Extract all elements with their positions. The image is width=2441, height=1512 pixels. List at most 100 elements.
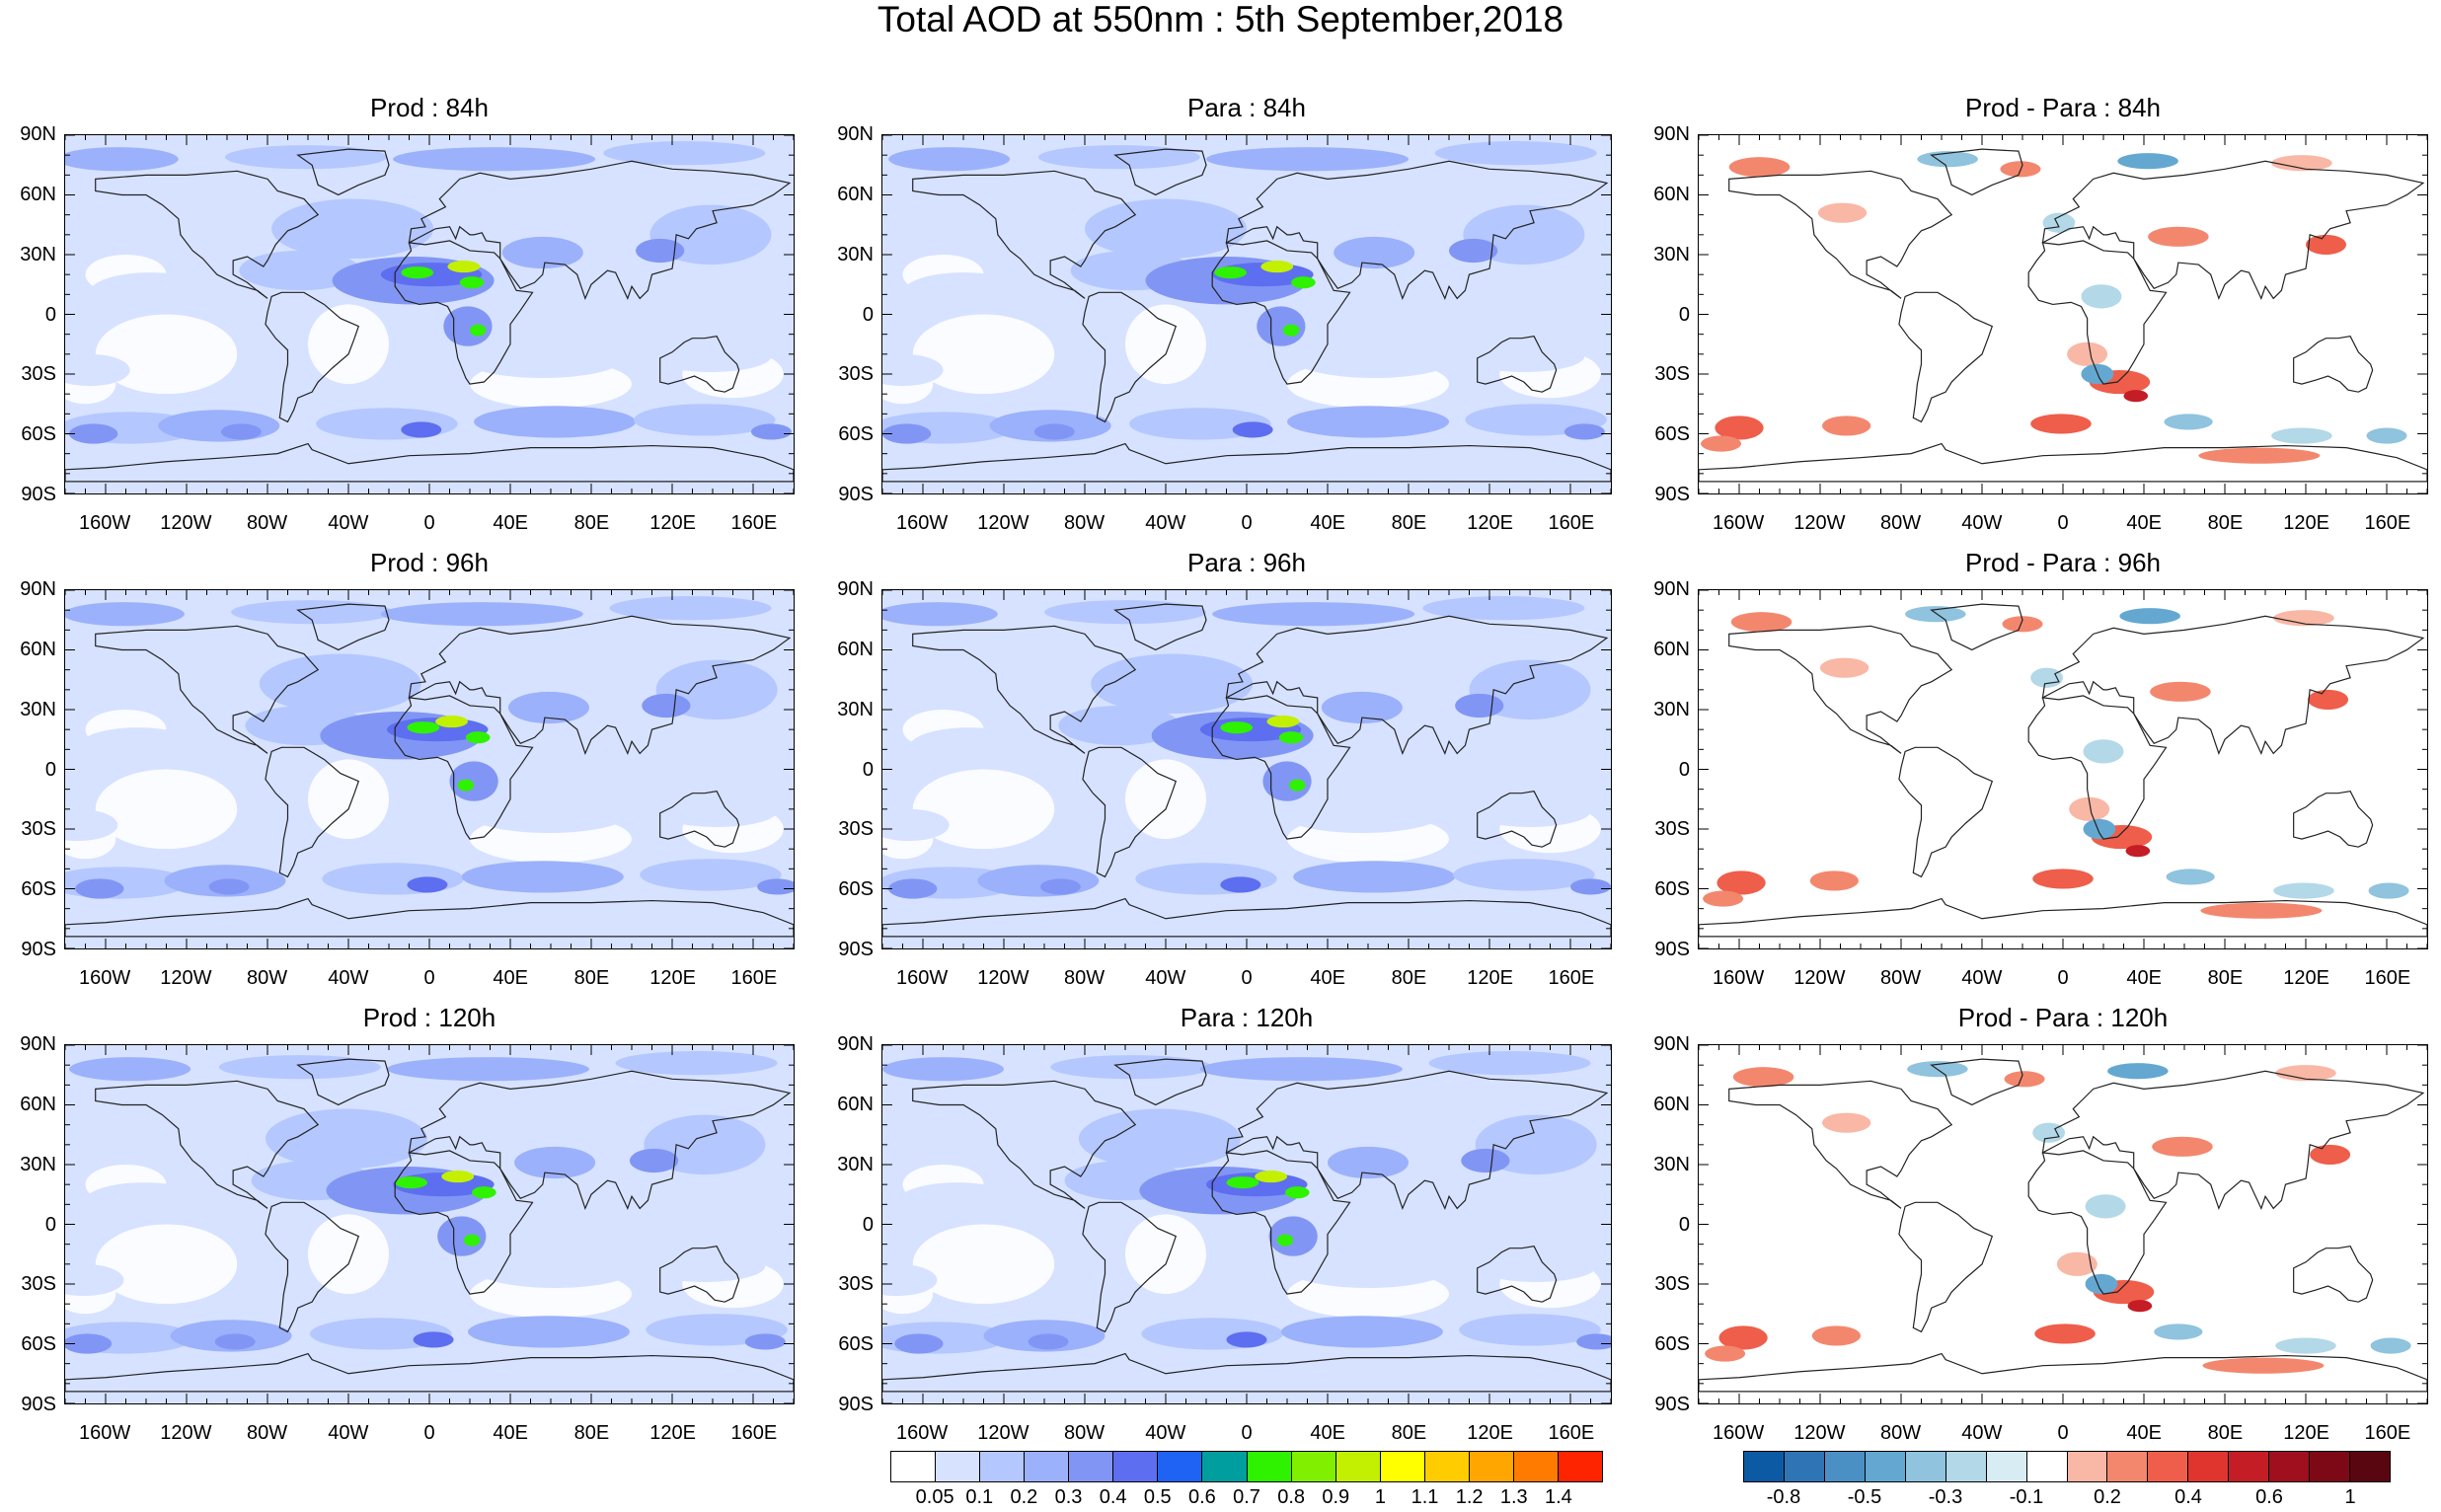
lat-label: 30N xyxy=(20,243,56,265)
lat-label: 60N xyxy=(20,1093,56,1115)
field-contour xyxy=(2271,427,2332,444)
lat-label: 30S xyxy=(1654,1273,1690,1296)
lon-label: 80W xyxy=(246,1422,288,1444)
coastline xyxy=(296,148,390,196)
map-panel xyxy=(881,134,1612,494)
field-contour xyxy=(2198,447,2321,464)
field-contour xyxy=(1058,705,1181,746)
lon-label: 160W xyxy=(78,512,131,534)
lon-label: 160W xyxy=(895,1422,949,1444)
lon-label: 160E xyxy=(1548,1422,1595,1444)
coastline xyxy=(1082,746,1178,878)
lat-label: 60S xyxy=(21,423,56,446)
lon-label: 160E xyxy=(730,512,778,534)
field-contour xyxy=(2067,341,2108,366)
map-panel xyxy=(1698,134,2428,494)
coastline xyxy=(1113,148,1207,196)
field-contour xyxy=(629,1148,679,1173)
field-clear-region xyxy=(308,1214,389,1295)
coastline xyxy=(95,1080,320,1209)
panel-title: Para : 96h xyxy=(1187,548,1306,577)
lat-label: 30S xyxy=(1654,363,1690,386)
colorbar-swatch xyxy=(1291,1452,1336,1481)
lon-label: 120W xyxy=(160,967,212,989)
lat-label: 30S xyxy=(21,363,56,386)
colorbar-swatch xyxy=(2310,1452,2351,1481)
field-contour xyxy=(603,141,766,166)
colorbar-label: 1.2 xyxy=(1455,1486,1484,1508)
lon-label: 80E xyxy=(573,512,610,534)
figure-title: Total AOD at 550nm : 5th September,2018 xyxy=(877,0,1564,39)
field-contour xyxy=(2152,1136,2213,1157)
field-contour xyxy=(2154,1323,2203,1340)
field-contour xyxy=(888,147,1011,172)
lon-label: 40W xyxy=(1145,967,1186,989)
coastline xyxy=(659,1246,740,1303)
map-panel xyxy=(881,589,1612,949)
field-contour xyxy=(77,727,199,768)
lon-label: 120W xyxy=(1793,1422,1846,1444)
field-contour xyxy=(634,404,776,436)
field-contour xyxy=(463,1234,481,1247)
lat-label: 30N xyxy=(837,1153,874,1175)
lon-label: 40W xyxy=(1961,967,2003,989)
lat-label: 90N xyxy=(20,578,56,600)
coastline xyxy=(2041,615,2425,756)
map-plot xyxy=(882,135,1611,493)
colorbar-label: 0.6 xyxy=(1187,1486,1216,1508)
field-contour xyxy=(1257,306,1306,346)
field-contour xyxy=(2085,1273,2118,1295)
field-contour xyxy=(1226,1331,1267,1348)
field-contour xyxy=(640,859,782,891)
lon-label: 40E xyxy=(1310,512,1346,534)
field-contour xyxy=(1732,1067,1794,1088)
colorbar-label: -0.5 xyxy=(1847,1486,1882,1508)
colorbar-swatch xyxy=(1469,1452,1514,1481)
lat-label: 60N xyxy=(837,1093,874,1115)
colorbar-swatch xyxy=(1945,1452,1987,1481)
colorbar-swatch xyxy=(2229,1452,2270,1481)
field-contour xyxy=(882,1057,1004,1082)
coastline xyxy=(1113,1058,1207,1106)
panel-title: Prod : 96h xyxy=(370,548,489,577)
lat-label: 90N xyxy=(837,1033,874,1055)
lat-label: 90S xyxy=(1654,1394,1690,1415)
coastline xyxy=(265,1201,360,1333)
colorbar-swatch xyxy=(1069,1452,1114,1481)
colorbar-swatch xyxy=(1158,1452,1203,1481)
coastline xyxy=(296,1058,390,1106)
lat-label: 30S xyxy=(838,1273,874,1296)
lon-label: 0 xyxy=(1241,1422,1253,1444)
lon-label: 80E xyxy=(2207,512,2244,534)
field-contour xyxy=(2123,390,2149,403)
field-contour xyxy=(649,340,772,372)
coastline xyxy=(1898,746,1994,878)
lat-label: 60S xyxy=(1654,1333,1690,1356)
field-contour xyxy=(1716,870,1766,895)
field-contour xyxy=(1293,338,1456,379)
coastline xyxy=(2041,160,2425,301)
colorbar-label: 0.1 xyxy=(965,1486,994,1508)
lat-label: 60N xyxy=(837,638,874,660)
field-contour xyxy=(1287,1247,1449,1289)
lat-label: 90N xyxy=(1653,123,1690,145)
field-contour xyxy=(744,1333,786,1350)
field-clear-region xyxy=(912,314,1055,395)
lat-label: 0 xyxy=(44,303,56,326)
coastline xyxy=(1930,1058,2023,1106)
colorbar-swatch xyxy=(1986,1452,2027,1481)
field-contour xyxy=(902,272,1025,313)
field-contour xyxy=(609,596,772,621)
colorbar-swatches xyxy=(1743,1451,2391,1482)
field-contour xyxy=(461,187,705,247)
lon-label: 80E xyxy=(1391,512,1427,534)
lat-label: 60S xyxy=(838,423,874,446)
field-contour xyxy=(2368,882,2409,899)
colorbar-label: 1.1 xyxy=(1411,1486,1439,1508)
lon-label: 40E xyxy=(493,512,529,534)
field-contour xyxy=(1570,878,1611,895)
field-contour xyxy=(1905,606,1966,623)
lat-label: 90N xyxy=(1653,1033,1690,1055)
lat-label: 90S xyxy=(838,939,874,960)
coastline xyxy=(1211,1150,1351,1295)
